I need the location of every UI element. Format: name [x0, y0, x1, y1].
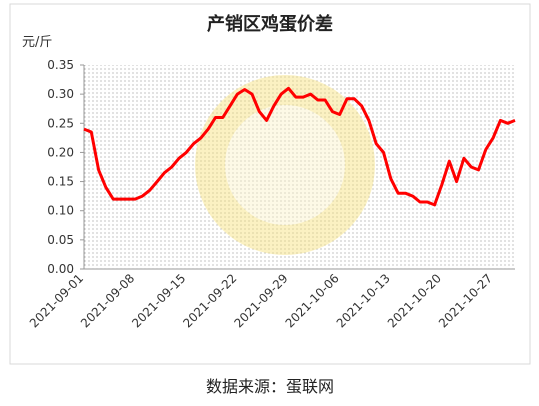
chart-title: 产销区鸡蛋价差	[207, 13, 333, 35]
y-tick-label: 0.15	[47, 175, 74, 189]
watermark	[195, 75, 375, 255]
x-tick-label: 2021-10-06	[283, 271, 342, 330]
source: 数据来源：蛋联网	[206, 377, 334, 396]
line-series	[83, 86, 516, 207]
y-tick-label: 0.25	[47, 116, 74, 130]
x-tick-label: 2021-10-13	[334, 271, 393, 330]
y-tick-label: 0.35	[47, 58, 74, 72]
y-tick-label: 0.05	[47, 233, 74, 247]
x-tick-label: 2021-09-22	[180, 271, 239, 330]
x-tick-label: 2021-09-01	[27, 271, 86, 330]
x-tick-label: 2021-09-15	[129, 271, 188, 330]
x-tick-label: 2021-10-27	[436, 271, 495, 330]
y-tick-label: 0.00	[47, 262, 74, 276]
plot-area	[84, 65, 515, 269]
y-tick-label: 0.20	[47, 145, 74, 159]
y-axis-label: 元/斤	[22, 35, 52, 50]
y-tick-label: 0.10	[47, 204, 74, 218]
x-tick-label: 2021-09-08	[78, 271, 137, 330]
x-tick-label: 2021-10-20	[385, 271, 444, 330]
y-tick-label: 0.30	[47, 87, 74, 101]
x-tick-label: 2021-09-29	[231, 271, 290, 330]
chart-border	[9, 3, 531, 365]
